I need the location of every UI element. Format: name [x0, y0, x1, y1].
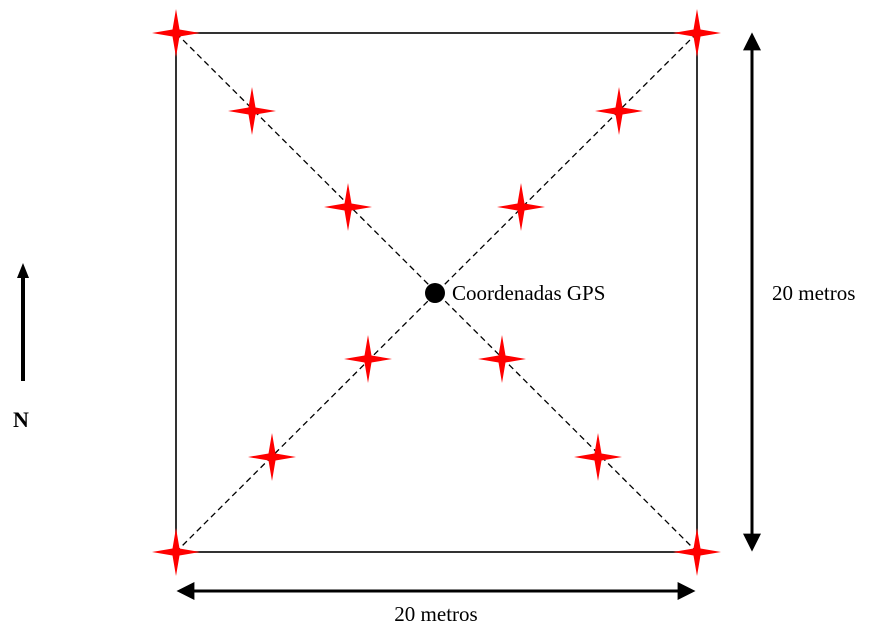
gps-label: Coordenadas GPS — [452, 281, 605, 305]
marker-diagonal-bottom-right-inner-icon — [478, 335, 526, 383]
marker-diagonal-bottom-right-outer-icon — [574, 433, 622, 481]
marker-diagonal-bottom-left-outer-icon — [248, 433, 296, 481]
marker-corner-bottom-right-icon — [673, 528, 721, 576]
marker-group — [152, 9, 721, 576]
marker-corner-top-right-icon — [673, 9, 721, 57]
gps-point-icon — [425, 283, 445, 303]
marker-diagonal-top-right-inner-icon — [497, 183, 545, 231]
height-label: 20 metros — [772, 281, 855, 305]
marker-diagonal-bottom-left-inner-icon — [344, 335, 392, 383]
plot-boundary — [175, 32, 698, 553]
north-label: N — [13, 407, 29, 432]
marker-diagonal-top-right-outer-icon — [595, 87, 643, 135]
diagonal-line-nw-se — [175, 32, 698, 553]
width-label: 20 metros — [394, 602, 477, 626]
marker-corner-top-left-icon — [152, 9, 200, 57]
marker-corner-bottom-left-icon — [152, 528, 200, 576]
marker-diagonal-top-left-inner-icon — [324, 183, 372, 231]
diagonal-line-ne-sw — [175, 32, 698, 553]
marker-diagonal-top-left-outer-icon — [228, 87, 276, 135]
north-arrow-icon — [17, 263, 29, 381]
